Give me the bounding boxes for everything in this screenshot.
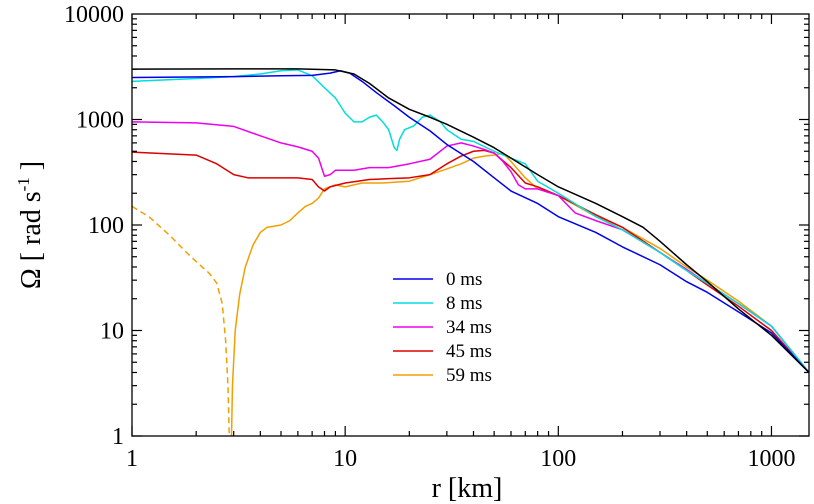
y-tick-label: 100: [88, 213, 124, 239]
legend-label-59-ms: 59 ms: [446, 365, 492, 386]
y-axis-title-main: Ω [ rad s: [16, 191, 47, 289]
y-axis-title-exponent: -1: [14, 177, 33, 191]
series-line-8-ms: [131, 69, 810, 373]
legend-label-0-ms: 0 ms: [446, 269, 482, 290]
legend-label-45-ms: 45 ms: [446, 341, 492, 362]
series-line-reference: [131, 68, 810, 374]
x-tick-label: 10: [333, 446, 357, 472]
series-line-0-ms: [131, 69, 810, 373]
x-tick-label: 1000: [747, 446, 795, 472]
legend-label-8-ms: 8 ms: [446, 293, 482, 314]
x-tick-label: 100: [540, 446, 576, 472]
y-axis-title-close: ]: [16, 161, 47, 177]
label-layer: 1 10 100 1000 1 10 100 1000 10000: [64, 2, 795, 472]
legend: 0 ms 8 ms 34 ms 45 ms 59 ms: [393, 269, 492, 386]
legend-label-34-ms: 34 ms: [446, 317, 492, 338]
series-line-45-ms: [131, 149, 810, 373]
y-tick-label: 10: [100, 319, 124, 345]
y-axis-title: Ω [ rad s-1 ]: [14, 161, 47, 289]
x-axis-title: r [km]: [432, 473, 503, 504]
y-tick-label: 10000: [64, 2, 124, 28]
y-tick-label: 1: [112, 424, 124, 450]
series-line-dashed: [131, 205, 231, 437]
plot-frame: [131, 13, 810, 437]
y-tick-label: 1000: [76, 108, 124, 134]
x-tick-label: 1: [126, 446, 138, 472]
series-layer: [131, 68, 810, 437]
